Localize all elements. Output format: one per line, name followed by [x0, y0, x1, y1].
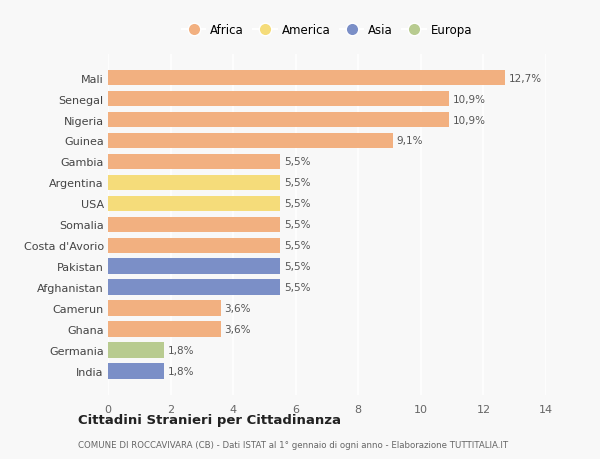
- Legend: Africa, America, Asia, Europa: Africa, America, Asia, Europa: [178, 20, 476, 40]
- Bar: [108, 91, 449, 107]
- Text: COMUNE DI ROCCAVIVARA (CB) - Dati ISTAT al 1° gennaio di ogni anno - Elaborazion: COMUNE DI ROCCAVIVARA (CB) - Dati ISTAT …: [78, 440, 508, 449]
- Text: 5,5%: 5,5%: [284, 157, 310, 167]
- Bar: [108, 154, 280, 170]
- Text: 3,6%: 3,6%: [224, 304, 251, 313]
- Bar: [108, 280, 280, 296]
- Bar: [108, 322, 221, 337]
- Text: 5,5%: 5,5%: [284, 220, 310, 230]
- Bar: [108, 112, 449, 128]
- Bar: [108, 71, 505, 86]
- Text: 3,6%: 3,6%: [224, 325, 251, 335]
- Bar: [108, 196, 280, 212]
- Text: 1,8%: 1,8%: [168, 366, 194, 376]
- Text: 5,5%: 5,5%: [284, 283, 310, 293]
- Text: 10,9%: 10,9%: [453, 115, 486, 125]
- Bar: [108, 133, 392, 149]
- Bar: [108, 259, 280, 274]
- Text: 10,9%: 10,9%: [453, 94, 486, 104]
- Text: 5,5%: 5,5%: [284, 199, 310, 209]
- Text: 1,8%: 1,8%: [168, 346, 194, 356]
- Text: 5,5%: 5,5%: [284, 262, 310, 272]
- Bar: [108, 238, 280, 254]
- Bar: [108, 175, 280, 191]
- Text: 12,7%: 12,7%: [509, 73, 542, 84]
- Text: Cittadini Stranieri per Cittadinanza: Cittadini Stranieri per Cittadinanza: [78, 413, 341, 426]
- Bar: [108, 301, 221, 317]
- Bar: [108, 343, 164, 358]
- Text: 9,1%: 9,1%: [397, 136, 423, 146]
- Text: 5,5%: 5,5%: [284, 241, 310, 251]
- Bar: [108, 364, 164, 379]
- Bar: [108, 217, 280, 233]
- Text: 5,5%: 5,5%: [284, 178, 310, 188]
